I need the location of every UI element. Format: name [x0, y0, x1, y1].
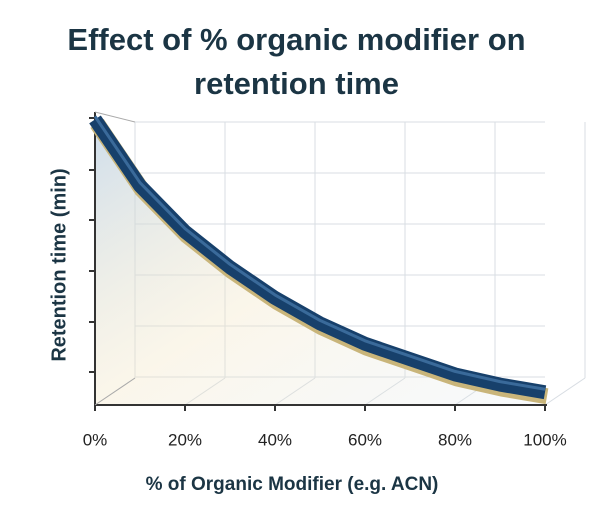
x-tick-label: 40% [258, 430, 292, 449]
x-axis-label: % of Organic Modifier (e.g. ACN) [146, 474, 439, 495]
x-tick-label: 20% [168, 430, 202, 449]
depth-edge [94, 377, 136, 406]
chart-title: Effect of % organic modifier on retentio… [67, 22, 526, 101]
curve-highlight [93, 115, 546, 391]
data-layer: 0% 20% 40% 60% 80% 100% [83, 115, 567, 449]
x-tick-label: 100% [523, 430, 566, 449]
y-tick-marks [89, 117, 95, 373]
line [89, 115, 547, 400]
grid-line [544, 377, 586, 406]
x-tick-label: 0% [83, 430, 108, 449]
curve-glow [95, 119, 545, 406]
y-axis-label: Retention time (min) [48, 168, 70, 361]
grid-layer [94, 119, 586, 406]
depth-edge [94, 111, 136, 123]
x-tick-label: 80% [438, 430, 472, 449]
x-tick-label: 60% [348, 430, 382, 449]
